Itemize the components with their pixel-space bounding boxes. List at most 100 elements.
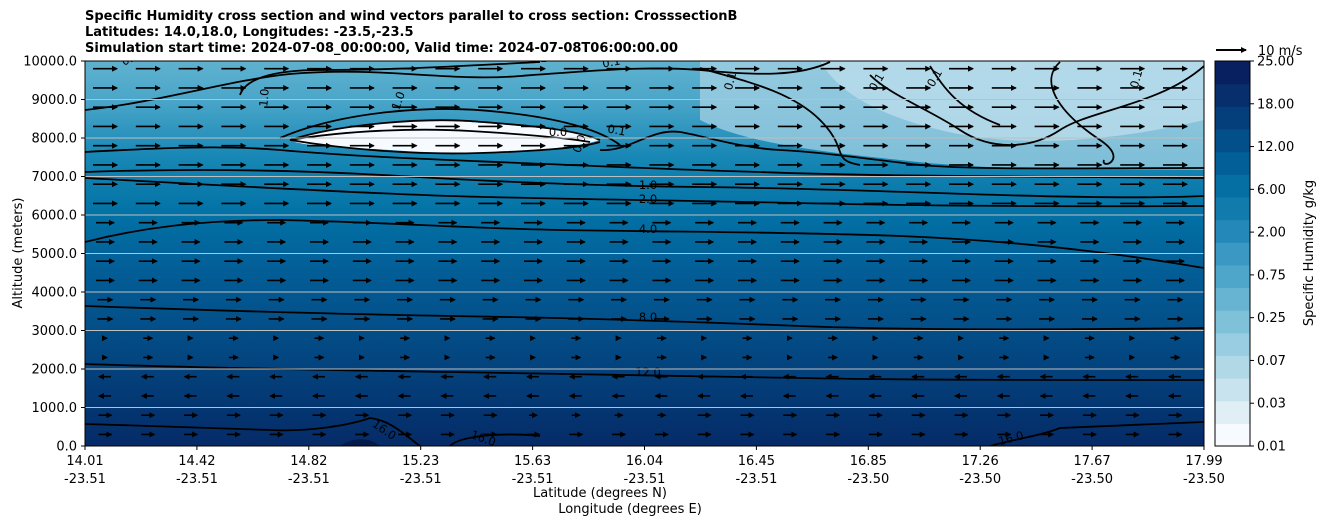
colorbar-swatch: [1215, 196, 1250, 221]
x-tick-label-lat: 14.42: [178, 454, 215, 469]
contour-8p0: [85, 305, 1204, 331]
colorbar: 0.01 0.03 0.07 0.25 0.75 2.00 6.00 12.00 18.00 25…: [1214, 55, 1294, 455]
x-tick-label-lon: -23.51: [176, 472, 218, 487]
contour-0p1-right-c: [1050, 61, 1115, 165]
colorbar-tick-label: 0.07: [1257, 354, 1286, 369]
contour-label: 0.1: [119, 48, 141, 68]
colorbar-tick-label: 0.25: [1257, 311, 1286, 326]
contour-label: 4.0: [639, 222, 657, 236]
contour-label: 2.0: [639, 192, 657, 206]
x-tick-label-lat: 16.45: [738, 454, 775, 469]
y-tick-label: 8000.0: [32, 132, 78, 147]
colorbar-tick-label: 2.00: [1257, 226, 1286, 241]
colorbar-swatch: [1215, 310, 1250, 334]
dry-layer-center: [290, 120, 600, 153]
y-tick-label: 0.0: [56, 440, 77, 455]
x-tick-label-lat: 14.01: [66, 454, 103, 469]
contour-label: 1.0: [389, 90, 408, 112]
x-tick-label-lon: -23.51: [512, 472, 554, 487]
contour-label: 0.1: [721, 70, 739, 91]
x-tick-label-lon: -23.51: [64, 472, 106, 487]
contour-16p0-left: [85, 417, 421, 446]
x-axis-label-line-2: Longitude (degrees E): [558, 502, 702, 517]
title-line-1: Specific Humidity cross section and wind…: [85, 9, 738, 24]
x-tick-label-lat: 17.99: [1185, 454, 1222, 469]
contour-label: 0.1: [601, 54, 621, 71]
x-tick-label-lon: -23.51: [735, 472, 777, 487]
x-axis-label-line-1: Latitude (degrees N): [533, 486, 667, 501]
colorbar-swatch: [1215, 61, 1250, 85]
contour-0p1-left: [239, 61, 541, 96]
moist-blob-surface: [340, 439, 380, 446]
contour-0p1-right-b: [869, 65, 1204, 146]
wind-vector-field: [93, 65, 1188, 438]
y-axis-label: Altitude (meters): [11, 198, 26, 309]
y-tick-label: 1000.0: [32, 401, 78, 416]
plot-area: 0.1 0.1 0.10.1 0.1 0.1 0.11.01.00.00.00.11.02…: [85, 48, 1204, 448]
x-tick-label-lon: -23.50: [1183, 472, 1225, 487]
contour-0p1-upper: [85, 61, 831, 111]
title-line-3: Simulation start time: 2024-07-08_00:00:…: [85, 41, 678, 56]
colorbar-tick-label: 0.75: [1257, 268, 1286, 283]
contour-inner-3: [289, 139, 601, 155]
colorbar-swatch: [1215, 378, 1250, 402]
x-axis: 14.01 -23.51 14.42 -23.51 14.82 -23.51 15.23 -2…: [64, 446, 1225, 487]
x-tick-label-lon: -23.51: [288, 472, 330, 487]
x-tick-label-lon: -23.50: [1071, 472, 1113, 487]
y-tick-label: 7000.0: [32, 170, 78, 185]
y-tick-label: 10000.0: [23, 55, 77, 70]
colorbar-tick-label: 0.03: [1257, 397, 1286, 412]
x-tick-label-lat: 17.67: [1073, 454, 1110, 469]
x-tick-label-lon: -23.50: [847, 472, 889, 487]
x-tick-label-lat: 17.26: [962, 454, 999, 469]
dry-region-upper-right-inner: [820, 61, 1204, 141]
colorbar-swatch: [1215, 400, 1250, 424]
x-tick-label-lat: 14.82: [290, 454, 327, 469]
colorbar-tick-label: 0.01: [1257, 440, 1286, 455]
contour-0p1-right-d: [929, 65, 1001, 126]
contour-0p1-mid: [599, 130, 1204, 170]
colorbar-swatch: [1215, 355, 1250, 379]
colorbar-tick-label: 12.00: [1257, 140, 1294, 155]
x-tick-label-lat: 15.23: [402, 454, 439, 469]
y-tick-label: 5000.0: [32, 247, 78, 262]
contour-inner-1: [289, 119, 601, 141]
colorbar-swatch: [1215, 287, 1250, 311]
y-tick-label: 6000.0: [32, 209, 78, 224]
y-tick-label: 9000.0: [32, 93, 78, 108]
x-tick-label-lon: -23.51: [624, 472, 666, 487]
x-tick-label-lon: -23.50: [959, 472, 1001, 487]
contour-label: 16.0: [997, 428, 1025, 448]
contour-label: 0.1: [529, 51, 547, 65]
y-tick-label: 2000.0: [32, 363, 78, 378]
contour-label: 8.0: [639, 310, 657, 324]
quiver-key-label: 10 m/s: [1258, 44, 1303, 59]
x-tick-label-lat: 16.04: [626, 454, 663, 469]
contour-1p0: [85, 169, 1204, 199]
x-tick-label-lat: 15.63: [514, 454, 551, 469]
colorbar-swatch: [1215, 83, 1250, 107]
colorbar-tick-label: 25.00: [1257, 55, 1294, 70]
colorbar-label: Specific Humidity g/kg: [1302, 180, 1317, 326]
colorbar-swatch: [1215, 151, 1250, 175]
y-tick-label: 4000.0: [32, 286, 78, 301]
contour-16p0-right: [989, 421, 1204, 446]
x-tick-label-lat: 16.85: [850, 454, 887, 469]
colorbar-tick-label: 6.00: [1257, 183, 1286, 198]
contour-0p1-right-a: [699, 67, 861, 166]
colorbar-swatch: [1215, 219, 1250, 243]
horizontal-gridlines: [85, 99, 1204, 408]
contour-inner-2: [289, 128, 591, 143]
contour-label: 1.0: [256, 88, 272, 107]
colorbar-frame: [1214, 60, 1251, 447]
contour-label: 12.0: [635, 365, 661, 379]
colorbar-swatch: [1215, 174, 1250, 198]
colorbar-tick-label: 18.00: [1257, 97, 1294, 112]
colorbar-swatch: [1215, 242, 1250, 266]
colorbar-swatch: [1215, 423, 1250, 447]
y-axis: 0.0 1000.0 2000.0 3000.0 4000.0 5000.0 6000.0 7…: [23, 55, 85, 455]
contour-inner-4: [279, 108, 621, 146]
contour-label: 0.0: [549, 125, 567, 139]
contour-label: 0.1: [606, 122, 626, 139]
title-line-2: Latitudes: 14.0,18.0, Longitudes: -23.5,…: [85, 25, 414, 40]
